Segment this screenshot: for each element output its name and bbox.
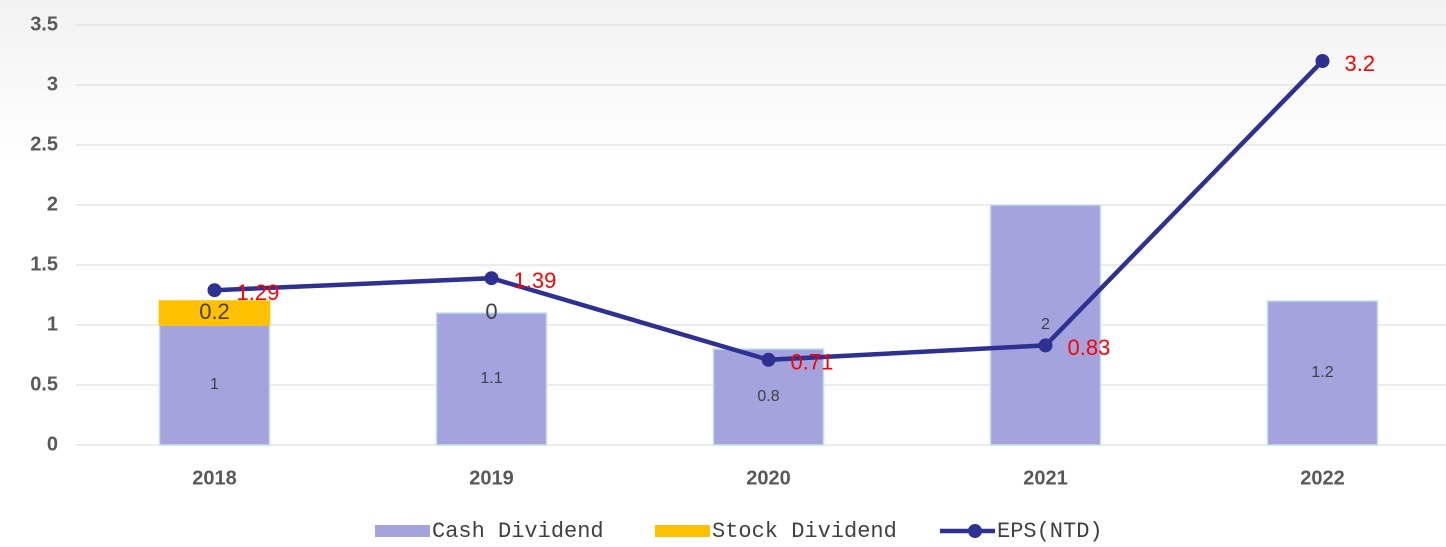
x-tick-label: 2022 [1300, 467, 1345, 489]
y-tick-label: 1 [47, 313, 58, 335]
legend-swatch [655, 525, 710, 537]
y-tick-label: 3 [47, 73, 58, 95]
marker [484, 271, 499, 286]
data-label: 1 [210, 376, 219, 393]
y-tick-label: 0.5 [30, 373, 58, 395]
marker [1038, 338, 1053, 353]
data-label: 0.83 [1068, 335, 1111, 360]
data-label: 1.2 [1311, 364, 1333, 381]
x-tick-label: 2018 [192, 467, 237, 489]
y-tick-label: 2.5 [30, 133, 58, 155]
y-tick-label: 2 [47, 193, 58, 215]
data-label: 0.8 [757, 388, 779, 405]
marker [1315, 54, 1330, 68]
x-tick-label: 2021 [1023, 467, 1068, 489]
data-label: 1.29 [237, 280, 280, 305]
data-label: 2 [1041, 316, 1050, 333]
data-label: 0.2 [199, 299, 230, 324]
y-tick-label: 0 [47, 433, 58, 455]
legend-swatch [375, 525, 430, 537]
bar-segment [158, 300, 271, 326]
bar-segment [158, 324, 271, 446]
y-tick-label: 3.5 [30, 13, 58, 35]
bar-segment [435, 312, 548, 446]
bar-segment [1266, 300, 1379, 446]
data-label: 1.1 [480, 370, 502, 387]
bar-segment [989, 204, 1102, 446]
legend-label: Stock Dividend [712, 519, 897, 544]
data-label: 3.2 [1345, 51, 1376, 76]
y-tick-label: 1.5 [30, 253, 58, 275]
legend-label: EPS(NTD) [997, 519, 1103, 544]
marker [761, 352, 776, 367]
data-label: 1.39 [514, 268, 557, 293]
marker [207, 283, 222, 298]
data-label: 0 [485, 299, 497, 324]
x-tick-label: 2019 [469, 467, 514, 489]
legend-swatch [968, 524, 982, 538]
legend-label: Cash Dividend [432, 519, 604, 544]
x-tick-label: 2020 [746, 467, 791, 489]
data-label: 0.71 [791, 350, 834, 375]
bar-segment [712, 348, 825, 446]
